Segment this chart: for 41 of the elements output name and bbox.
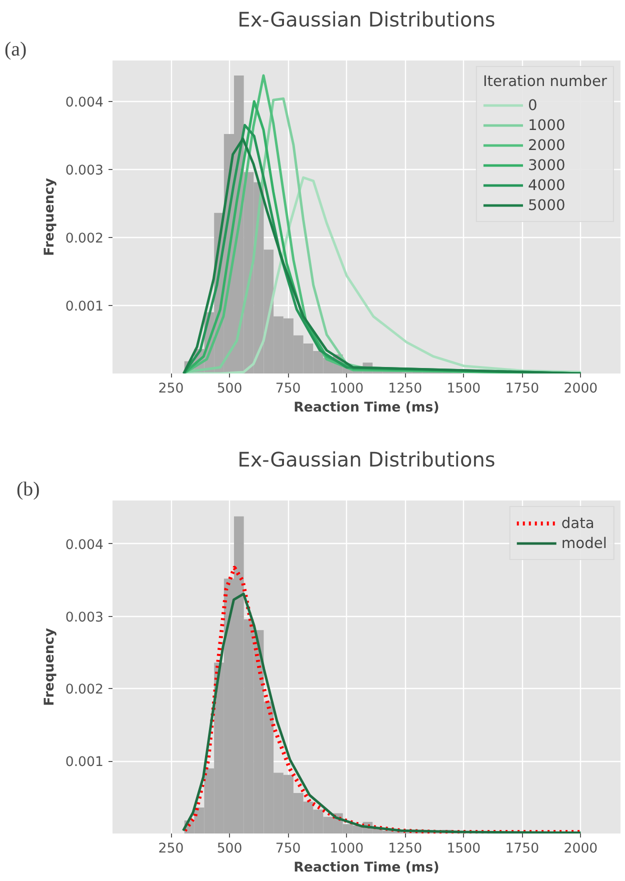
x-tick-label: 750 bbox=[275, 382, 301, 396]
x-tick-label: 1500 bbox=[446, 842, 481, 856]
legend-label: 2000 bbox=[528, 136, 566, 154]
y-tick-label: 0.004 bbox=[65, 538, 104, 553]
x-tick-label: 250 bbox=[158, 842, 184, 856]
y-tick-label: 0.001 bbox=[65, 755, 104, 770]
y-axis-title: Frequency bbox=[42, 628, 58, 706]
text: (b) bbox=[16, 478, 40, 500]
x-tick-label: 1750 bbox=[505, 382, 540, 396]
x-tick-label: 1250 bbox=[388, 842, 422, 856]
y-tick-label: 0.003 bbox=[65, 610, 104, 626]
y-axis-title: Frequency bbox=[42, 178, 58, 256]
x-tick-label: 1250 bbox=[388, 382, 422, 396]
y-tick-label: 0.004 bbox=[65, 95, 104, 110]
chart-title: Ex-Gaussian Distributions bbox=[238, 448, 496, 472]
legend-label: 4000 bbox=[528, 176, 566, 194]
x-tick-label: 500 bbox=[216, 382, 242, 396]
legend-label: 1000 bbox=[528, 116, 566, 134]
y-tick-label: 0.003 bbox=[65, 163, 104, 178]
y-tick-label: 0.002 bbox=[65, 682, 104, 698]
x-axis-title: Reaction Time (ms) bbox=[294, 860, 440, 876]
x-tick-label: 2000 bbox=[564, 842, 598, 856]
legend-label: 5000 bbox=[528, 196, 566, 214]
text: (a) bbox=[4, 38, 27, 60]
legend-label: 0 bbox=[528, 96, 538, 114]
x-tick-label: 1000 bbox=[330, 382, 364, 396]
legend-label: data bbox=[561, 514, 594, 532]
y-tick-label: 0.002 bbox=[65, 231, 104, 246]
x-tick-label: 500 bbox=[216, 842, 242, 856]
x-tick-label: 1500 bbox=[446, 382, 481, 396]
legend-title: Iteration number bbox=[482, 73, 607, 90]
legend-label: 3000 bbox=[528, 156, 566, 174]
x-tick-label: 750 bbox=[275, 842, 301, 856]
chart-title: Ex-Gaussian Distributions bbox=[238, 8, 496, 32]
y-tick-label: 0.001 bbox=[65, 299, 104, 314]
x-tick-label: 1000 bbox=[330, 842, 364, 856]
x-axis-title: Reaction Time (ms) bbox=[294, 400, 440, 416]
x-tick-label: 250 bbox=[158, 382, 184, 396]
legend-label: model bbox=[561, 534, 607, 552]
x-tick-label: 1750 bbox=[505, 842, 540, 856]
x-tick-label: 2000 bbox=[564, 382, 598, 396]
